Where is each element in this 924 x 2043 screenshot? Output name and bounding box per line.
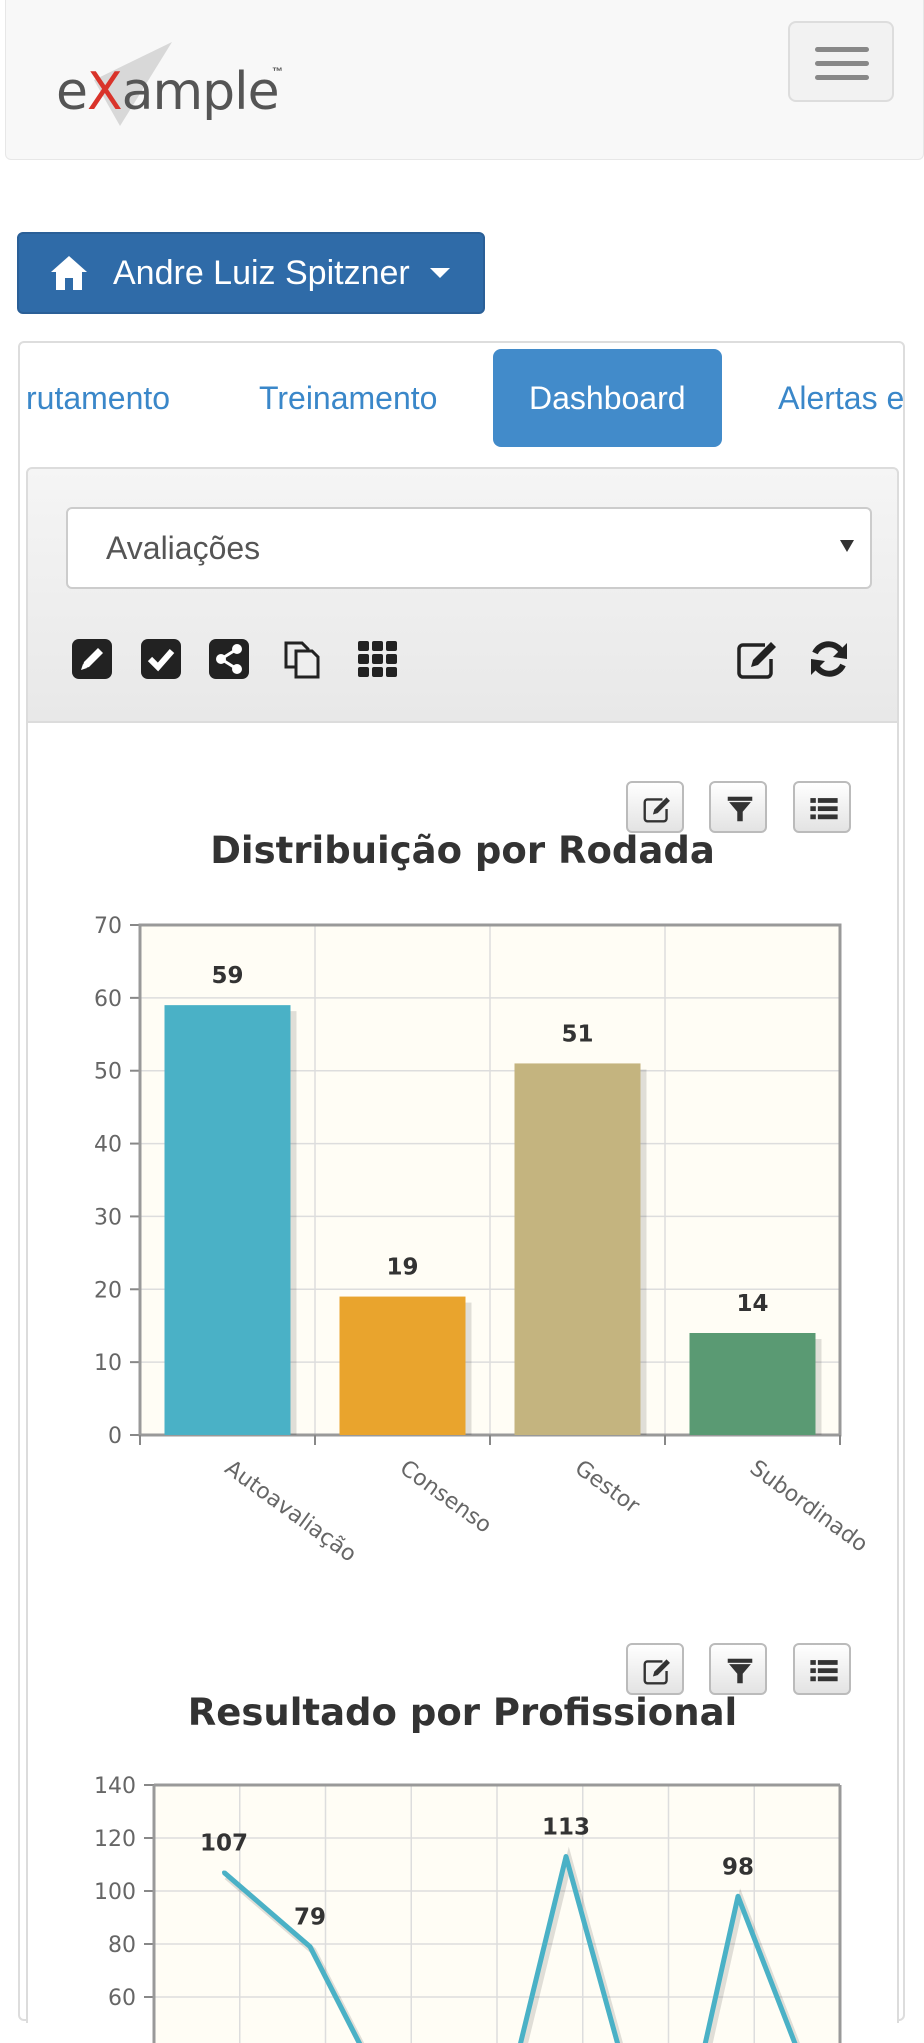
list-icon [810, 798, 838, 820]
data-point [564, 1854, 568, 1859]
home-icon [51, 256, 87, 290]
hamburger-bar [815, 75, 869, 80]
chevron-down-icon [429, 268, 450, 278]
tab-recrutamento[interactable]: rutamento [26, 380, 171, 416]
y-tick-label: 50 [94, 1060, 122, 1085]
dashboard-select-value: Avaliações [106, 530, 261, 566]
dashboard-toolbar: Avaliações [26, 467, 899, 723]
data-label: 79 [294, 1905, 326, 1931]
edit-icon [643, 1659, 670, 1685]
tab-treinamento[interactable]: Treinamento [259, 380, 438, 416]
y-tick-label: 70 [94, 914, 122, 939]
chart-filter-button[interactable] [709, 781, 767, 833]
share-square-icon[interactable] [207, 637, 251, 681]
chart-edit-button[interactable] [626, 781, 684, 833]
main-panel: rutamento Treinamento Dashboard Alertas … [18, 341, 905, 2043]
logo[interactable]: eXample ™ [50, 38, 290, 134]
chart-data-button[interactable] [793, 781, 851, 833]
dashboard-content: Distribuição por Rodada 0 10 20 30 40 50 60 70 5… [26, 723, 899, 2043]
tab-dashboard[interactable]: Dashboard [493, 349, 722, 447]
y-tick-label: 140 [94, 1774, 136, 1799]
y-tick-label: 60 [94, 987, 122, 1012]
logo-swoosh [94, 42, 172, 126]
logo-text: eXample [56, 62, 280, 122]
y-tick-label: 100 [94, 1880, 136, 1905]
bar [339, 1296, 466, 1435]
data-point [222, 1870, 226, 1875]
y-tick-label: 30 [94, 1205, 122, 1230]
data-label: 107 [200, 1830, 248, 1856]
x-tick-label: Autoavaliação [220, 1456, 361, 1568]
pencil-square-icon[interactable] [70, 637, 114, 681]
y-tick-label: 40 [94, 1133, 122, 1158]
bar [514, 1063, 641, 1435]
refresh-icon[interactable] [807, 637, 851, 681]
data-label: 59 [211, 963, 243, 989]
line-chart: 60 80 100 120 140 107 79 113 98 [94, 1774, 842, 2043]
chart-data-button[interactable] [793, 1643, 851, 1695]
x-tick-label: Gestor [570, 1456, 645, 1520]
tab-alertas[interactable]: Alertas e [778, 380, 903, 416]
x-tick-label: Subordinado [745, 1456, 872, 1558]
chart-filter-button[interactable] [709, 1643, 767, 1695]
dashboard-select[interactable]: Avaliações [66, 507, 872, 589]
data-label: 19 [386, 1255, 418, 1281]
y-tick-label: 120 [94, 1827, 136, 1852]
navbar: eXample ™ [5, 0, 924, 160]
logo-trademark: ™ [272, 66, 283, 78]
menu-toggle-button[interactable] [788, 21, 894, 102]
data-label: 14 [736, 1291, 768, 1317]
data-point [308, 1944, 312, 1949]
chart-title: Distribuição por Rodada [210, 829, 715, 872]
bar-chart: 0 10 20 30 40 50 60 70 59 Autoavaliação 19 Consenso… [94, 914, 872, 1568]
chart-title: Resultado por Profissional [187, 1691, 738, 1734]
check-square-icon[interactable] [139, 637, 183, 681]
edit-icon[interactable] [735, 637, 779, 681]
y-tick-label: 0 [108, 1424, 122, 1449]
filter-icon [727, 1658, 753, 1684]
user-menu-button[interactable]: Andre Luiz Spitzner [17, 232, 485, 314]
y-tick-label: 10 [94, 1351, 122, 1376]
hamburger-bar [815, 61, 869, 66]
x-tick-label: Consenso [395, 1456, 496, 1539]
bar [164, 1005, 291, 1435]
chevron-down-icon [840, 540, 854, 552]
filter-icon [727, 796, 753, 822]
list-icon [810, 1660, 838, 1682]
chart-edit-button[interactable] [626, 1643, 684, 1695]
data-label: 98 [722, 1854, 754, 1880]
grid-icon[interactable] [356, 637, 400, 681]
copy-icon[interactable] [280, 637, 324, 681]
bar [689, 1333, 816, 1435]
user-name: Andre Luiz Spitzner [113, 253, 410, 292]
edit-icon [643, 797, 670, 823]
data-point [736, 1894, 740, 1899]
hamburger-bar [815, 47, 869, 52]
data-label: 113 [542, 1815, 590, 1841]
y-tick-label: 20 [94, 1278, 122, 1303]
y-tick-label: 60 [108, 1986, 136, 2011]
data-label: 51 [561, 1021, 593, 1047]
y-tick-label: 80 [108, 1933, 136, 1958]
tab-bar: rutamento Treinamento Dashboard Alertas … [20, 343, 903, 453]
